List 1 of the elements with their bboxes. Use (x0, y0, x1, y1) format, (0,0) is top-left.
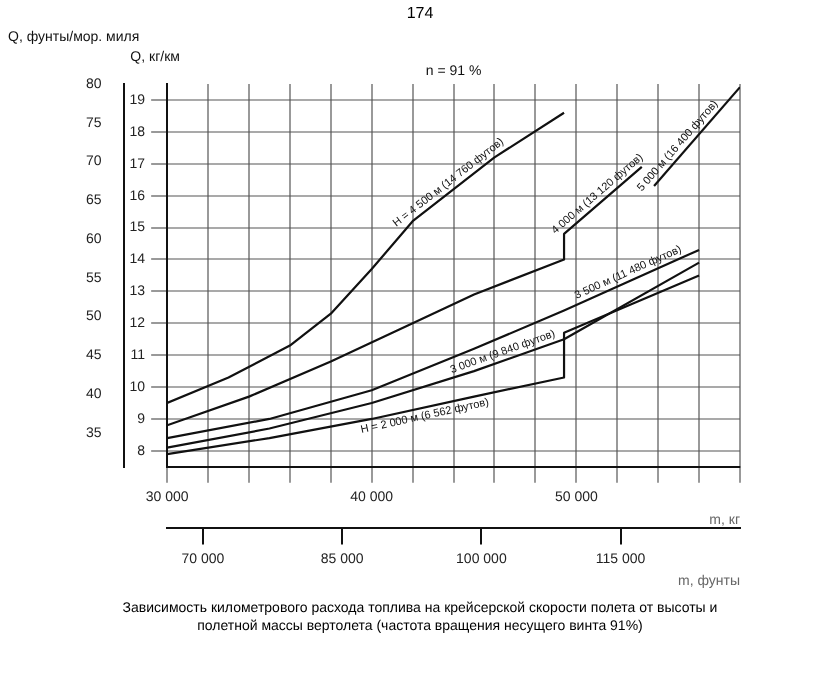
text: 174 (404, 4, 436, 22)
